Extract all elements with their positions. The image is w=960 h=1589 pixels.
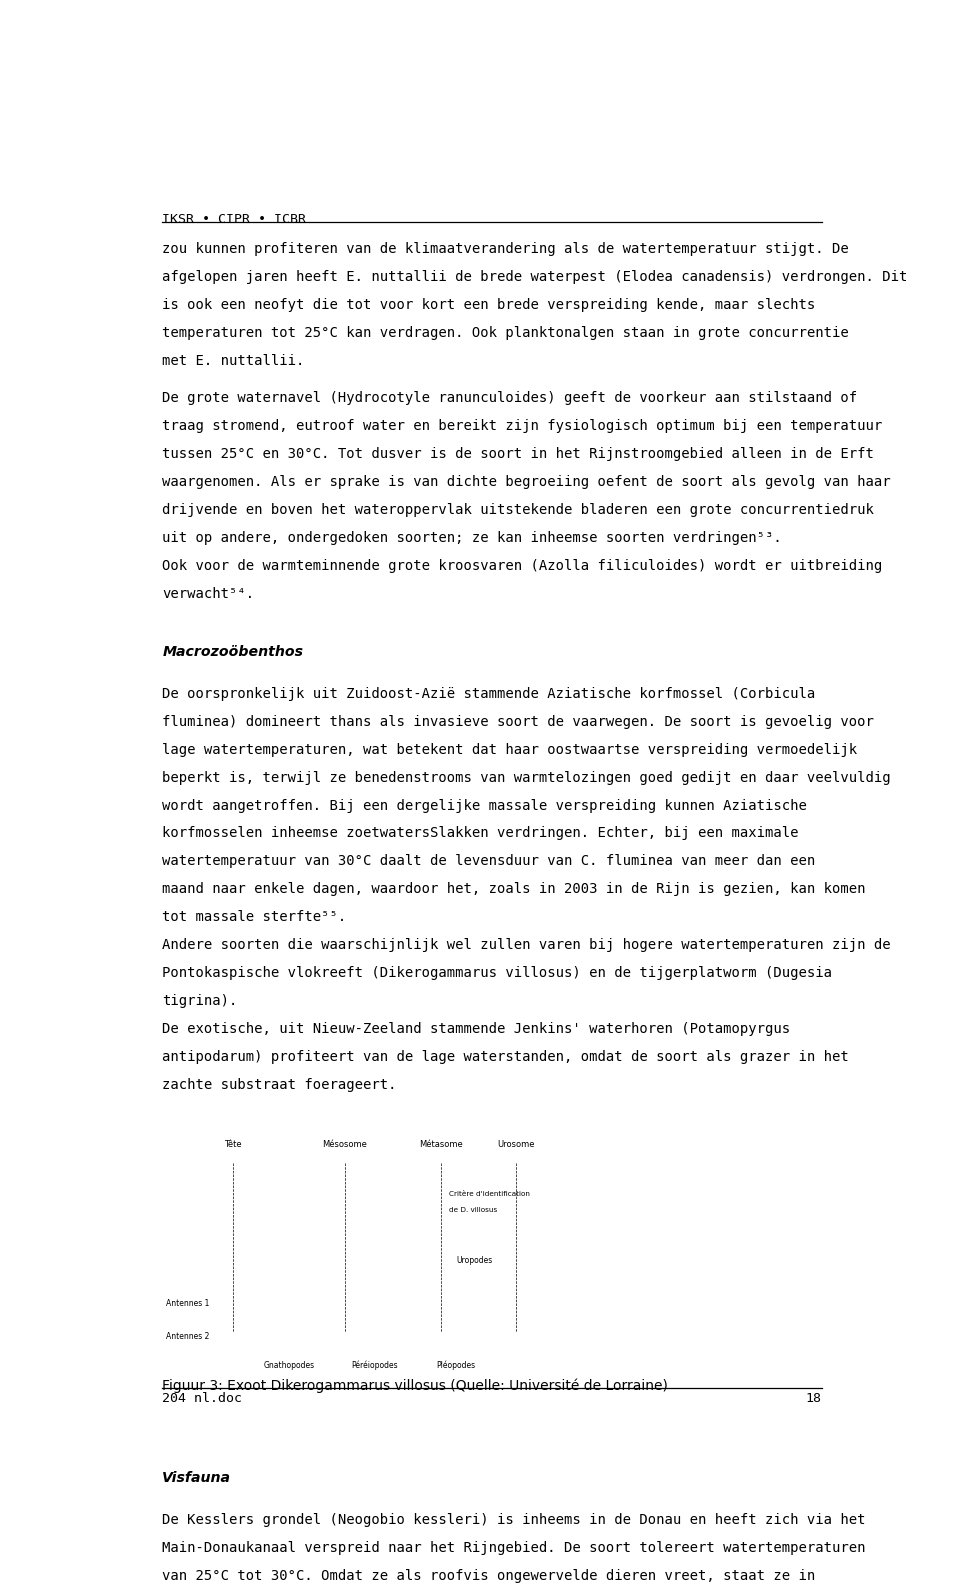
Text: verwacht⁵⁴.: verwacht⁵⁴.: [162, 586, 254, 601]
Text: Visfauna: Visfauna: [162, 1471, 231, 1486]
Text: Main-Donaukanaal verspreid naar het Rijngebied. De soort tolereert watertemperat: Main-Donaukanaal verspreid naar het Rijn…: [162, 1541, 866, 1554]
Text: Tête: Tête: [225, 1139, 242, 1149]
Text: De exotische, uit Nieuw-Zeeland stammende Jenkins' waterhoren (Potamopyrgus: De exotische, uit Nieuw-Zeeland stammend…: [162, 1022, 790, 1036]
Text: met E. nuttallii.: met E. nuttallii.: [162, 354, 304, 367]
Text: Antennes 2: Antennes 2: [166, 1332, 209, 1341]
Text: wordt aangetroffen. Bij een dergelijke massale verspreiding kunnen Aziatische: wordt aangetroffen. Bij een dergelijke m…: [162, 799, 807, 812]
Text: uit op andere, ondergedoken soorten; ze kan inheemse soorten verdringen⁵³.: uit op andere, ondergedoken soorten; ze …: [162, 531, 782, 545]
Text: Macrozoöbenthos: Macrozoöbenthos: [162, 645, 303, 659]
Text: drijvende en boven het wateroppervlak uitstekende bladeren een grote concurrenti: drijvende en boven het wateroppervlak ui…: [162, 502, 875, 516]
Text: beperkt is, terwijl ze benedenstrooms van warmtelozingen goed gedijt en daar vee: beperkt is, terwijl ze benedenstrooms va…: [162, 771, 891, 785]
Text: tot massale sterfte⁵⁵.: tot massale sterfte⁵⁵.: [162, 910, 347, 925]
Text: Mésosome: Mésosome: [323, 1139, 367, 1149]
Text: tussen 25°C en 30°C. Tot dusver is de soort in het Rijnstroomgebied alleen in de: tussen 25°C en 30°C. Tot dusver is de so…: [162, 447, 875, 461]
Text: Andere soorten die waarschijnlijk wel zullen varen bij hogere watertemperaturen : Andere soorten die waarschijnlijk wel zu…: [162, 938, 891, 952]
Text: De grote waternavel (Hydrocotyle ranunculoides) geeft de voorkeur aan stilstaand: De grote waternavel (Hydrocotyle ranuncu…: [162, 391, 857, 405]
Text: afgelopen jaren heeft E. nuttallii de brede waterpest (Elodea canadensis) verdro: afgelopen jaren heeft E. nuttallii de br…: [162, 270, 908, 284]
Text: Ook voor de warmteminnende grote kroosvaren (Azolla filiculoides) wordt er uitbr: Ook voor de warmteminnende grote kroosva…: [162, 559, 882, 572]
Text: Uropodes: Uropodes: [456, 1255, 492, 1265]
Text: is ook een neofyt die tot voor kort een brede verspreiding kende, maar slechts: is ook een neofyt die tot voor kort een …: [162, 297, 816, 311]
Text: Figuur 3: Exoot Dikerogammarus villosus (Quelle: Université de Lorraine): Figuur 3: Exoot Dikerogammarus villosus …: [162, 1379, 668, 1394]
Text: temperaturen tot 25°C kan verdragen. Ook planktonalgen staan in grote concurrent: temperaturen tot 25°C kan verdragen. Ook…: [162, 326, 850, 340]
Text: De oorspronkelijk uit Zuidoost-Azië stammende Aziatische korfmossel (Corbicula: De oorspronkelijk uit Zuidoost-Azië stam…: [162, 686, 816, 701]
Text: Antennes 1: Antennes 1: [166, 1298, 209, 1308]
Bar: [162, 1136, 505, 1374]
Text: korfmosselen inheemse zoetwatersSlakken verdringen. Echter, bij een maximale: korfmosselen inheemse zoetwatersSlakken …: [162, 826, 799, 841]
Text: fluminea) domineert thans als invasieve soort de vaarwegen. De soort is gevoelig: fluminea) domineert thans als invasieve …: [162, 715, 875, 729]
Text: lage watertemperaturen, wat betekent dat haar oostwaartse verspreiding vermoedel: lage watertemperaturen, wat betekent dat…: [162, 742, 857, 756]
Text: Gnathopodes: Gnathopodes: [263, 1360, 315, 1370]
Text: zachte substraat foerageert.: zachte substraat foerageert.: [162, 1077, 396, 1092]
Text: 204 nl.doc: 204 nl.doc: [162, 1392, 243, 1405]
Text: De Kesslers grondel (Neogobio kessleri) is inheems in de Donau en heeft zich via: De Kesslers grondel (Neogobio kessleri) …: [162, 1513, 866, 1527]
Text: de D. villosus: de D. villosus: [449, 1208, 497, 1212]
Text: Critère d'identification: Critère d'identification: [449, 1192, 530, 1197]
Text: antipodarum) profiteert van de lage waterstanden, omdat de soort als grazer in h: antipodarum) profiteert van de lage wate…: [162, 1050, 850, 1063]
Text: zou kunnen profiteren van de klimaatverandering als de watertemperatuur stijgt. : zou kunnen profiteren van de klimaatvera…: [162, 242, 850, 256]
Text: IKSR • CIPR • ICBR: IKSR • CIPR • ICBR: [162, 213, 306, 226]
Text: maand naar enkele dagen, waardoor het, zoals in 2003 in de Rijn is gezien, kan k: maand naar enkele dagen, waardoor het, z…: [162, 882, 866, 896]
Text: waargenomen. Als er sprake is van dichte begroeiing oefent de soort als gevolg v: waargenomen. Als er sprake is van dichte…: [162, 475, 891, 489]
Text: traag stromend, eutroof water en bereikt zijn fysiologisch optimum bij een tempe: traag stromend, eutroof water en bereikt…: [162, 419, 882, 434]
Text: Péréiopodes: Péréiopodes: [351, 1360, 397, 1370]
Text: Pontokaspische vlokreeft (Dikerogammarus villosus) en de tijgerplatworm (Dugesia: Pontokaspische vlokreeft (Dikerogammarus…: [162, 966, 832, 980]
Text: Urosome: Urosome: [497, 1139, 535, 1149]
Text: 18: 18: [805, 1392, 822, 1405]
Text: Métasome: Métasome: [420, 1139, 464, 1149]
Text: tigrina).: tigrina).: [162, 993, 238, 1007]
Text: Pléopodes: Pléopodes: [437, 1360, 476, 1370]
Text: watertemperatuur van 30°C daalt de levensduur van C. fluminea van meer dan een: watertemperatuur van 30°C daalt de leven…: [162, 855, 816, 869]
Text: van 25°C tot 30°C. Omdat ze als roofvis ongewervelde dieren vreet, staat ze in: van 25°C tot 30°C. Omdat ze als roofvis …: [162, 1568, 816, 1583]
